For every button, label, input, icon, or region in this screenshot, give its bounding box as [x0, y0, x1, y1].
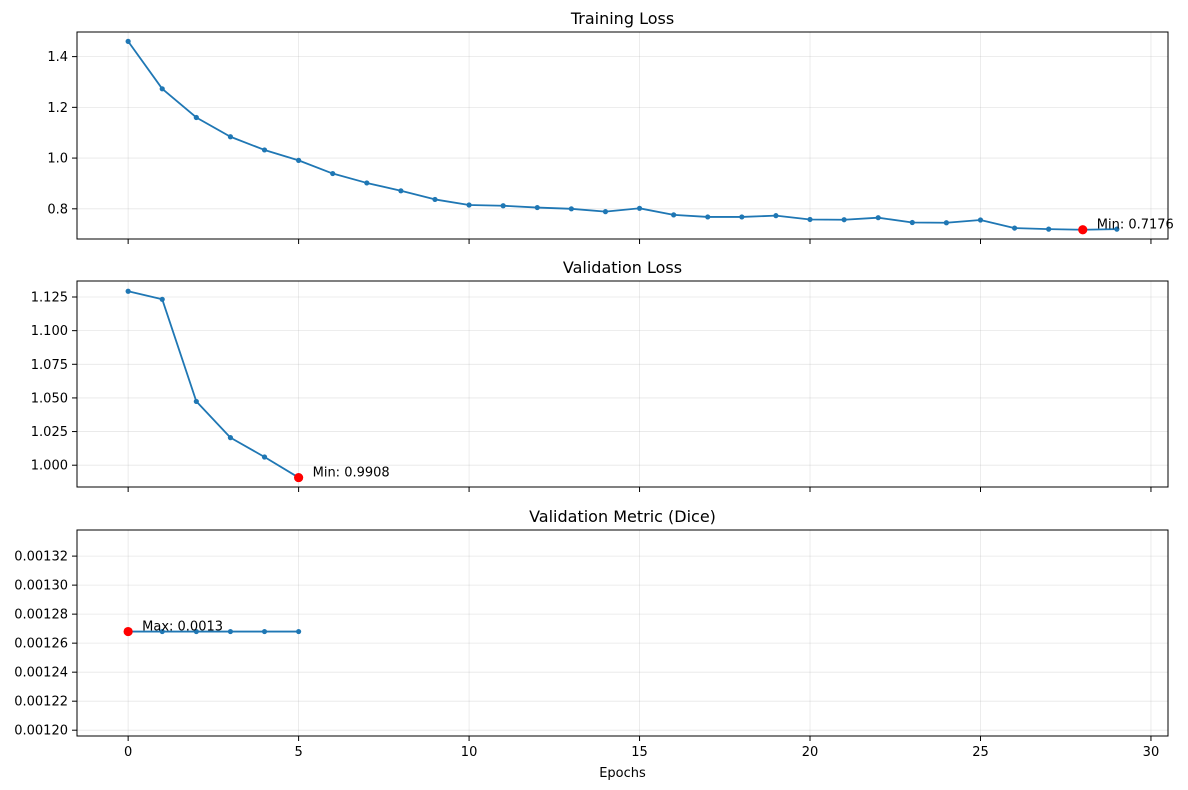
- y-tick-label: 1.0: [47, 152, 68, 167]
- y-tick-label: 1.4: [47, 50, 68, 65]
- undefined-title: Validation Metric (Dice): [529, 507, 716, 526]
- plot-frame: [76, 280, 1169, 488]
- y-tick-label: 0.00128: [14, 608, 68, 623]
- highlight-point: [294, 472, 304, 483]
- data-point: [227, 628, 234, 635]
- validation-loss-panel: 1.000 1.025 1.050 1.075 1.100 1.125 Min: 0.990…: [31, 258, 1169, 492]
- y-tick-label: 1.025: [31, 425, 68, 440]
- data-point: [193, 628, 199, 635]
- data-point: [193, 398, 199, 405]
- y-tick-label: 0.8: [47, 202, 68, 217]
- data-point: [875, 215, 881, 221]
- data-point: [977, 217, 984, 223]
- data-point: [1046, 226, 1052, 232]
- data-point: [1011, 225, 1018, 231]
- validation-dice-panel: 0 5 10 15 20 25 30 0.00120 0.00122 0.00124 0.00126…: [14, 507, 1169, 781]
- data-point: [432, 196, 438, 203]
- y-tick-label: 0.00130: [14, 579, 68, 594]
- data-point: [125, 38, 131, 44]
- x-tick-label: 20: [802, 745, 819, 760]
- plot-frame: [76, 529, 1169, 737]
- data-point: [227, 134, 234, 140]
- highlight-annotation: Min: 0.9908: [313, 466, 390, 481]
- x-tick-label: 30: [1143, 745, 1160, 760]
- data-point: [534, 204, 540, 211]
- data-point: [841, 217, 847, 223]
- y-tick-label: 0.00132: [14, 550, 68, 565]
- x-axis-label: Epochs: [599, 766, 646, 781]
- data-point: [364, 180, 370, 186]
- data-point: [193, 114, 199, 121]
- plot-frame: [76, 31, 1169, 240]
- data-point: [125, 288, 131, 294]
- y-tick-label: 1.000: [31, 459, 68, 474]
- y-tick-label: 0.00126: [14, 637, 68, 652]
- data-point: [466, 202, 472, 208]
- y-tick-label: 0.00122: [14, 695, 68, 710]
- highlight-point: [123, 626, 133, 637]
- data-point: [159, 86, 165, 92]
- data-point: [671, 212, 677, 218]
- data-point: [568, 206, 574, 212]
- data-point: [159, 628, 165, 635]
- undefined-title: Training Loss: [570, 9, 674, 28]
- y-tick-label: 0.00120: [14, 724, 68, 739]
- highlight-annotation: Min: 0.7176: [1097, 218, 1174, 233]
- data-point: [330, 170, 336, 177]
- undefined-line: [127, 40, 1117, 231]
- y-tick-label: 1.075: [31, 358, 68, 373]
- data-point: [261, 147, 268, 153]
- data-point: [227, 435, 234, 441]
- y-tick-label: 0.00124: [14, 666, 68, 681]
- training-loss-panel: 0.8 1.0 1.2 1.4 Min: 0.7176 Training Loss: [47, 9, 1174, 244]
- data-point: [773, 213, 779, 219]
- x-tick-label: 10: [461, 745, 478, 760]
- x-tick-label: 5: [294, 745, 302, 760]
- data-point: [261, 628, 268, 635]
- y-tick-label: 1.100: [31, 324, 68, 339]
- data-point: [398, 188, 404, 194]
- data-point: [296, 157, 302, 163]
- data-point: [261, 454, 268, 460]
- x-tick-label: 15: [631, 745, 648, 760]
- data-point: [943, 220, 949, 226]
- data-point: [807, 216, 813, 223]
- undefined-title: Validation Loss: [563, 258, 682, 277]
- data-point: [500, 203, 506, 209]
- data-point: [159, 296, 165, 302]
- highlight-point: [1078, 225, 1088, 235]
- y-tick-label: 1.125: [31, 291, 68, 306]
- data-point: [636, 205, 643, 211]
- data-point: [739, 214, 745, 220]
- data-point: [909, 219, 915, 226]
- y-tick-label: 1.2: [47, 101, 68, 116]
- data-point: [602, 209, 609, 215]
- x-tick-label: 0: [124, 745, 132, 760]
- data-point: [296, 628, 302, 635]
- data-point: [705, 214, 711, 220]
- highlight-annotation: Max: 0.0013: [142, 620, 223, 635]
- x-tick-label: 25: [972, 745, 989, 760]
- undefined-line: [127, 290, 300, 479]
- data-point: [1114, 226, 1120, 232]
- y-tick-label: 1.050: [31, 391, 68, 406]
